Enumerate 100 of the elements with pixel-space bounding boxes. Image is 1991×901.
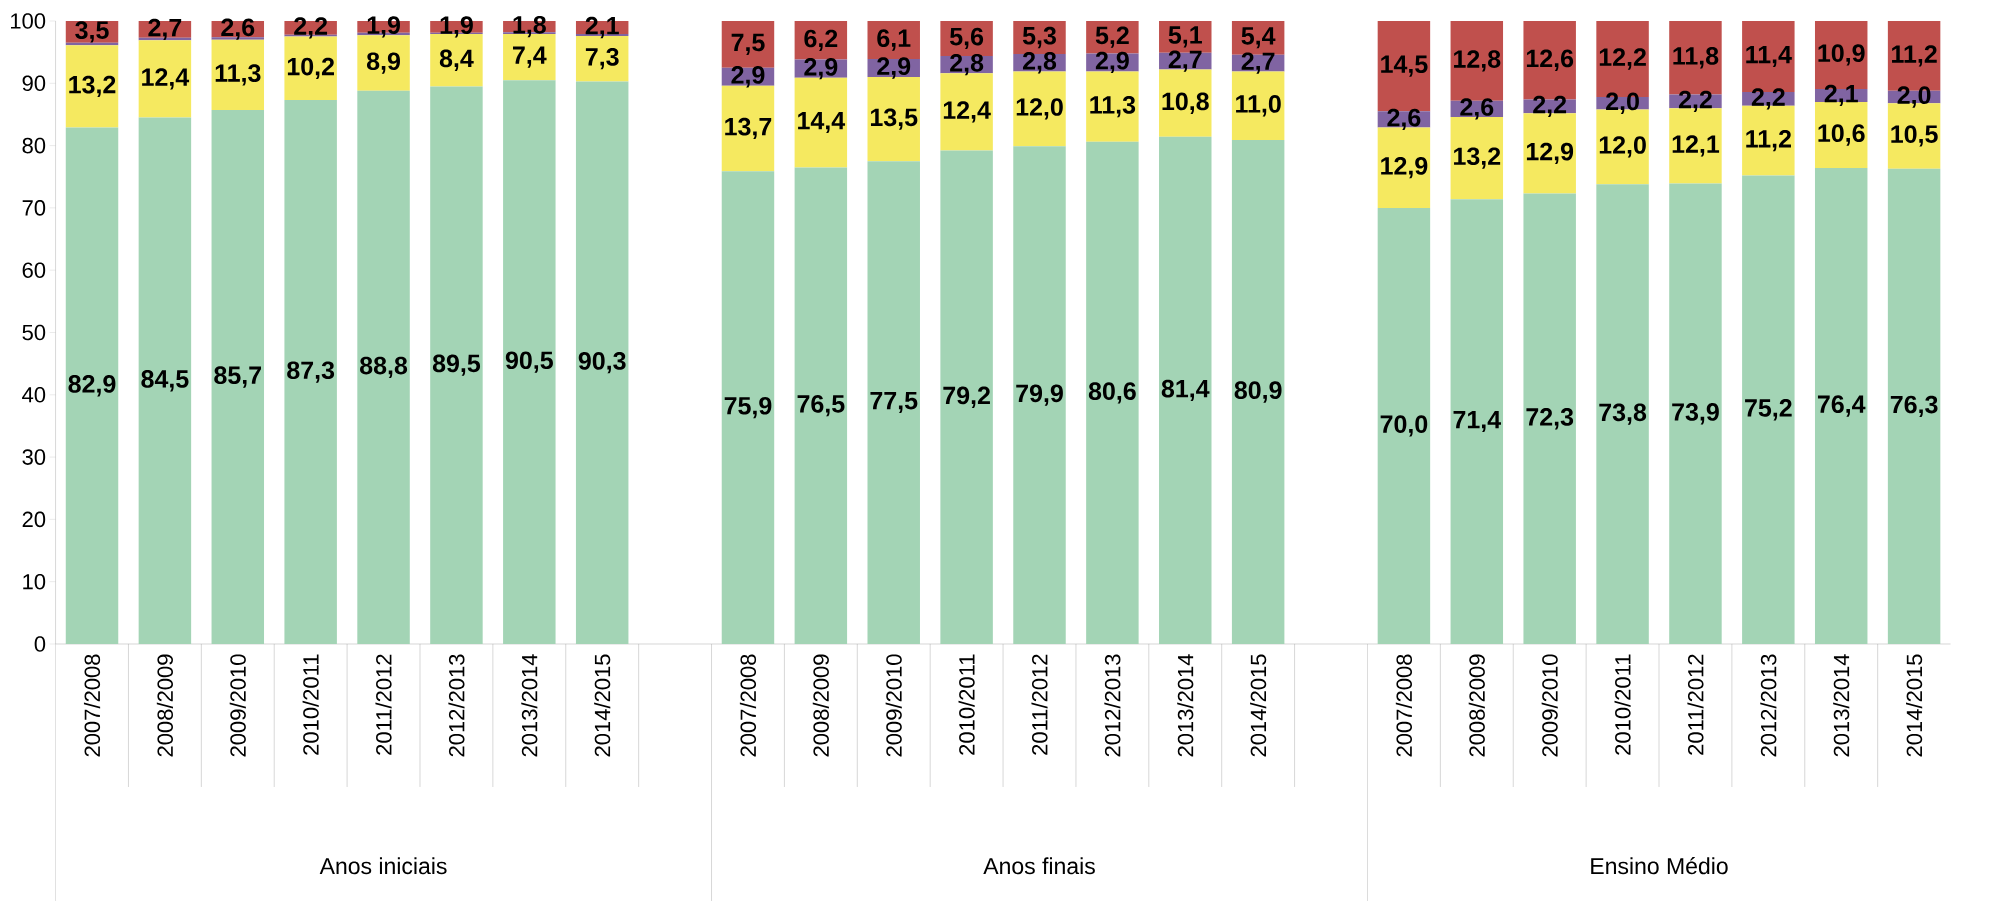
data-label: 12,6	[1526, 49, 1574, 71]
data-label: 80,9	[1234, 381, 1282, 403]
data-label: 70,0	[1380, 415, 1428, 437]
x-tick-label: 2009/2010	[885, 654, 902, 757]
x-tick-label: 2010/2011	[1614, 654, 1631, 755]
data-label: 2,2	[1751, 88, 1785, 110]
data-label: 6,2	[804, 29, 838, 51]
y-tick-label: 30	[22, 449, 46, 465]
data-label: 11,2	[1892, 45, 1937, 67]
data-label: 13,7	[725, 117, 772, 140]
y-tick-label: 80	[22, 137, 46, 154]
data-label: 2,8	[1022, 52, 1057, 74]
x-tick-label: 2014/2015	[1906, 654, 1923, 757]
x-tick-label: 2012/2013	[1104, 654, 1121, 757]
bar	[1523, 193, 1576, 644]
data-label: 87,3	[287, 361, 335, 383]
data-label: 11,2	[1746, 129, 1791, 152]
data-label: 14,4	[798, 111, 846, 134]
x-tick-label: 2008/2009	[812, 654, 829, 757]
data-label: 5,2	[1095, 26, 1129, 48]
bar	[1450, 199, 1504, 644]
data-label: 2,9	[1095, 51, 1129, 74]
data-label: 12,1	[1672, 135, 1720, 157]
bar	[430, 86, 483, 644]
data-label: 8,9	[366, 52, 400, 74]
data-label: 90,3	[578, 352, 626, 374]
y-tick-label: 100	[11, 13, 46, 29]
data-label: 2,2	[1533, 95, 1567, 117]
data-label: 14,5	[1381, 55, 1428, 77]
bar	[1377, 207, 1431, 644]
data-label: 2,7	[1241, 52, 1275, 74]
y-tick-label: 20	[22, 511, 46, 528]
x-tick-label: 2010/2011	[302, 654, 319, 755]
data-label: 2,2	[294, 17, 328, 39]
data-label: 75,2	[1745, 399, 1792, 421]
data-label: 2,6	[221, 18, 255, 40]
bar	[1887, 168, 1941, 644]
x-tick-label: 2011/2012	[1031, 654, 1048, 755]
data-label: 7,4	[513, 46, 547, 68]
data-label: 13,2	[1454, 147, 1501, 169]
y-tick-label: 70	[22, 200, 46, 216]
data-label: 12,8	[1454, 50, 1501, 72]
bar	[721, 171, 775, 644]
bar	[867, 77, 920, 162]
x-tick-label: 2013/2014	[1177, 654, 1194, 757]
data-label: 76,3	[1890, 395, 1938, 417]
data-label: 2,7	[1168, 50, 1202, 72]
data-label: 10,2	[287, 57, 334, 79]
data-label: 2,1	[585, 16, 619, 39]
x-tick-label: 2008/2009	[156, 654, 173, 757]
bar	[1159, 136, 1212, 644]
data-label: 2,0	[1897, 86, 1931, 108]
bar	[1814, 168, 1868, 644]
x-tick-label: 2014/2015	[594, 654, 611, 757]
data-label: 13,2	[69, 75, 116, 98]
data-label: 5,1	[1168, 26, 1202, 48]
data-label: 10,6	[1818, 124, 1865, 146]
data-label: 12,9	[1526, 142, 1574, 165]
data-label: 2,0	[1606, 92, 1639, 114]
bar	[1231, 139, 1285, 644]
data-label: 10,5	[1891, 125, 1938, 147]
data-label: 13,5	[870, 108, 918, 130]
x-tick-label: 2012/2013	[1760, 654, 1777, 757]
data-label: 80,6	[1088, 382, 1136, 404]
data-label: 71,4	[1453, 411, 1501, 433]
x-tick-label: 2007/2008	[83, 654, 101, 757]
x-tick-label: 2009/2010	[1541, 654, 1558, 757]
x-tick-label: 2007/2008	[1395, 654, 1412, 757]
x-tick-label: 2013/2014	[521, 654, 538, 757]
bar	[138, 117, 192, 644]
bar	[284, 100, 337, 644]
text: Ensino Médio	[1591, 857, 1728, 875]
x-tick-label: 2011/2012	[1687, 654, 1704, 755]
data-label: 11,8	[1673, 47, 1719, 69]
data-label: 1,9	[367, 16, 400, 38]
bar	[357, 90, 410, 644]
data-label: 12,2	[1599, 48, 1646, 70]
bar	[65, 127, 119, 644]
data-label: 2,6	[1387, 108, 1421, 131]
y-tick-label: 10	[23, 573, 46, 590]
bar	[721, 20, 775, 68]
data-label: 2,8	[950, 53, 984, 76]
bar	[1596, 184, 1649, 644]
y-tick-label: 90	[22, 75, 46, 92]
bar	[1013, 146, 1066, 644]
bar	[65, 45, 119, 128]
data-label: 11,4	[1746, 45, 1792, 68]
data-label: 7,3	[585, 48, 619, 70]
x-tick-label: 2010/2011	[958, 654, 975, 755]
data-label: 79,2	[943, 386, 990, 408]
data-label: 5,6	[950, 27, 984, 50]
data-label: 11,0	[1236, 95, 1281, 117]
data-label: 12,4	[943, 101, 991, 123]
data-label: 81,4	[1161, 379, 1210, 402]
data-label: 11,3	[1090, 95, 1136, 118]
x-tick-label: 2011/2012	[375, 654, 392, 755]
data-label: 5,4	[1241, 27, 1276, 49]
y-tick-label: 60	[22, 262, 46, 278]
data-label: 10,9	[1818, 44, 1865, 66]
data-label: 10,8	[1162, 92, 1209, 114]
